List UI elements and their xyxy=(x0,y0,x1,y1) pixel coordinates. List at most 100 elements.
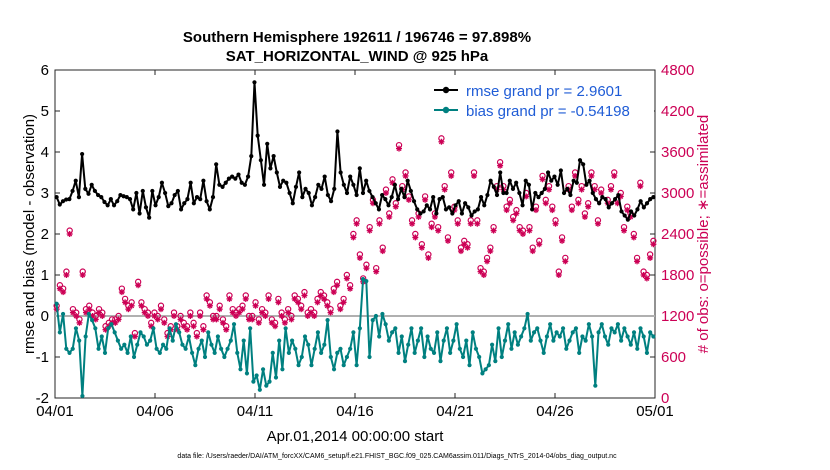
y2-tick-label: 2400 xyxy=(661,226,694,243)
obs-assimilated-stroke xyxy=(497,163,503,169)
obs-assimilated-stroke xyxy=(138,303,144,309)
obs-assimilated-marker xyxy=(294,299,301,306)
obs-assimilated-stroke xyxy=(530,248,536,254)
obs-assimilated-marker xyxy=(115,316,122,323)
rmse-point xyxy=(127,197,133,202)
rmse-point xyxy=(73,178,78,183)
obs-assimilated-marker xyxy=(255,319,262,326)
bias-point xyxy=(644,350,650,355)
rmse-point xyxy=(459,211,465,216)
obs-assimilated-stroke xyxy=(292,296,298,302)
bias-point xyxy=(260,367,266,372)
obs-assimilated-stroke xyxy=(585,204,591,210)
obs-assimilated-marker xyxy=(422,196,429,203)
rmse-point xyxy=(277,184,283,189)
obs-assimilated-marker xyxy=(138,302,145,309)
bias-point xyxy=(486,363,491,368)
obs-assimilated-marker xyxy=(630,234,637,241)
rmse-point xyxy=(233,176,238,181)
obs-assimilated-stroke xyxy=(406,197,412,203)
obs-assimilated-marker xyxy=(363,265,370,272)
obs-assimilated-marker xyxy=(275,299,282,306)
rmse-point xyxy=(475,207,480,212)
y2-tick-label: 4800 xyxy=(661,62,694,79)
rmse-point xyxy=(530,207,535,212)
rmse-point xyxy=(191,201,196,206)
bias-point xyxy=(73,326,79,331)
bias-point xyxy=(93,326,98,331)
obs-assimilated-marker xyxy=(412,234,419,241)
obs-assimilated-stroke xyxy=(367,228,373,234)
bias-point xyxy=(373,313,379,319)
obs-assimilated-stroke xyxy=(487,248,493,254)
obs-assimilated-stroke xyxy=(412,234,418,240)
obs-assimilated-stroke xyxy=(504,207,510,213)
rmse-point xyxy=(220,184,225,189)
rmse-point xyxy=(351,182,356,187)
rmse-point xyxy=(338,170,343,175)
obs-assimilated-marker xyxy=(122,299,129,306)
obs-assimilated-stroke xyxy=(191,323,197,329)
obs-assimilated-stroke xyxy=(282,320,288,326)
obs-assimilated-marker xyxy=(503,207,510,214)
obs-assimilated-marker xyxy=(135,282,142,289)
bias-point xyxy=(380,311,385,317)
obs-assimilated-marker xyxy=(373,268,380,275)
rmse-point xyxy=(552,174,557,179)
bias-point xyxy=(354,363,359,368)
rmse-point xyxy=(245,174,251,179)
bias-point xyxy=(309,363,314,368)
rmse-point xyxy=(92,188,97,194)
bias-point xyxy=(351,330,356,335)
y-tick-label: -2 xyxy=(36,390,49,407)
obs-assimilated-marker xyxy=(598,190,605,196)
obs-assimilated-stroke xyxy=(448,173,454,179)
obs-assimilated-stroke xyxy=(402,173,409,179)
rmse-point xyxy=(328,199,334,204)
obs-assimilated-stroke xyxy=(184,327,190,333)
obs-assimilated-stroke xyxy=(93,316,99,322)
rmse-point xyxy=(249,154,254,159)
obs-assimilated-stroke xyxy=(119,289,125,295)
obs-assimilated-marker xyxy=(262,313,269,319)
x-tick-label: 04/11 xyxy=(237,403,273,420)
obs-assimilated-marker xyxy=(190,323,197,330)
bias-point xyxy=(399,334,404,339)
rmse-point xyxy=(287,190,292,196)
y2-tick-label: 3600 xyxy=(661,144,694,161)
bias-point xyxy=(367,354,372,360)
bias-point xyxy=(70,346,75,351)
rmse-point xyxy=(207,207,212,212)
rmse-point xyxy=(163,190,168,196)
rmse-point xyxy=(555,182,560,187)
rmse-point xyxy=(140,188,145,194)
chart-title: Southern Hemisphere 192611 / 196746 = 97… xyxy=(183,29,531,46)
bias-point xyxy=(160,342,166,347)
rmse-point xyxy=(185,197,190,202)
obs-assimilated-stroke xyxy=(429,224,435,230)
legend: rmse grand pr = 2.9601 bias grand pr = -… xyxy=(430,76,654,126)
bias-point xyxy=(244,371,250,376)
bias-point xyxy=(364,279,369,284)
bias-point xyxy=(293,346,298,351)
rmse-point xyxy=(367,188,372,194)
obs-assimilated-stroke xyxy=(624,207,630,213)
obs-assimilated-stroke xyxy=(641,272,647,278)
obs-assimilated-marker xyxy=(343,275,350,282)
rmse-point xyxy=(182,201,187,206)
obs-assimilated-stroke xyxy=(298,306,304,312)
obs-assimilated-marker xyxy=(281,319,288,326)
rmse-point xyxy=(523,178,528,183)
rmse-point xyxy=(616,192,621,198)
bias-point xyxy=(602,334,608,339)
rmse-point xyxy=(498,170,503,175)
obs-assimilated-marker xyxy=(324,302,331,309)
obs-assimilated-stroke xyxy=(181,323,187,329)
rmse-point xyxy=(172,192,177,198)
obs-assimilated-stroke xyxy=(569,207,575,213)
bias-point xyxy=(341,363,346,368)
rmse-point xyxy=(239,180,244,185)
obs-assimilated-stroke xyxy=(200,327,206,333)
obs-assimilated-stroke xyxy=(637,183,643,189)
obs-assimilated-marker xyxy=(529,248,536,255)
